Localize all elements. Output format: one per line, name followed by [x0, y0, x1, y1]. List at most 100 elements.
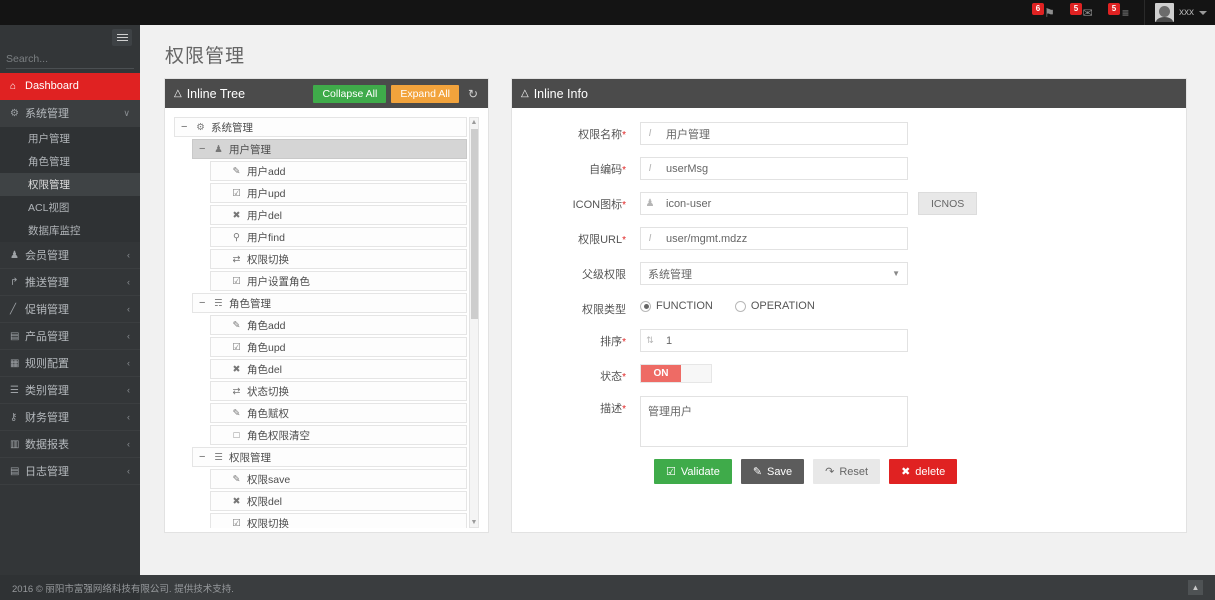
sidebar-item-8[interactable]: ⚷ 财务管理 ‹	[0, 404, 140, 431]
sidebar-item-10[interactable]: ▤ 日志管理 ‹	[0, 458, 140, 485]
search-input[interactable]	[6, 53, 140, 65]
sitemap-icon: △	[521, 88, 529, 99]
tree-node[interactable]: − ♟ 用户管理	[192, 139, 467, 159]
label-order: 排序*	[600, 336, 626, 348]
code-input[interactable]	[659, 157, 908, 180]
sidebar-search[interactable]: ⚲	[6, 53, 140, 69]
status-toggle-knob[interactable]	[681, 365, 711, 382]
input-group-name: I	[640, 122, 908, 145]
tree-scrollbar[interactable]: ▲ ▼	[469, 117, 479, 528]
tree-node[interactable]: ✖ 用户del	[210, 205, 467, 225]
url-input[interactable]	[659, 227, 908, 250]
tree-node[interactable]: ⇄ 状态切换	[210, 381, 467, 401]
tree-node[interactable]: ☑ 权限切换	[210, 513, 467, 528]
tree-node[interactable]: ✖ 权限del	[210, 491, 467, 511]
field-row-type: 权限类型 FUNCTION OPERATION	[530, 297, 1168, 317]
exchange-icon: ⇄	[232, 385, 241, 397]
hamburger-icon[interactable]	[112, 29, 132, 46]
edit-icon: ☑	[232, 517, 241, 529]
tree-node[interactable]: ☑ 角色upd	[210, 337, 467, 357]
sidebar-item-0[interactable]: ⌂ Dashboard	[0, 73, 140, 100]
chevron-down-icon: ▼	[892, 269, 900, 278]
sidebar-item-1[interactable]: ⚙ 系统管理 ∨	[0, 100, 140, 127]
tree-node[interactable]: − ☴ 角色管理	[192, 293, 467, 313]
icons-picker-button[interactable]: ICNOS	[918, 192, 978, 215]
scrollbar-thumb[interactable]	[471, 129, 478, 319]
sidebar-item-9[interactable]: ▥ 数据报表 ‹	[0, 431, 140, 458]
edit-icon: ☑	[232, 187, 241, 199]
tree-node[interactable]: ☑ 用户设置角色	[210, 271, 467, 291]
parent-selected-value: 系统管理	[648, 268, 692, 281]
radio-operation[interactable]: OPERATION	[734, 300, 815, 312]
sidebar-subitem-label: 数据库监控	[28, 225, 81, 237]
sidebar-item-2[interactable]: ♟ 会员管理 ‹	[0, 242, 140, 269]
chevron-icon: ‹	[127, 277, 130, 287]
tree-toggle-icon[interactable]: −	[199, 297, 206, 309]
box-icon: ▤	[10, 330, 20, 342]
collapse-all-button[interactable]: Collapse All	[313, 84, 387, 103]
tree-node[interactable]: □ 角色权限清空	[210, 425, 467, 445]
tree-node[interactable]: ☑ 用户upd	[210, 183, 467, 203]
icon-input[interactable]	[659, 192, 908, 215]
sidebar-subitem-1[interactable]: 角色管理	[0, 150, 140, 173]
refresh-icon[interactable]: ↻	[463, 84, 482, 103]
close-icon: ✖	[901, 466, 911, 478]
sidebar-subitem-2[interactable]: 权限管理	[0, 173, 140, 196]
save-button[interactable]: ✎ Save	[740, 459, 805, 484]
check-icon: ☑	[666, 466, 676, 478]
order-input[interactable]	[659, 329, 908, 352]
tree-node[interactable]: ✎ 角色赋权	[210, 403, 467, 423]
sidebar-item-5[interactable]: ▤ 产品管理 ‹	[0, 323, 140, 350]
status-toggle[interactable]: ON	[640, 364, 712, 383]
required-marker: *	[622, 235, 626, 246]
tree-toggle-icon[interactable]: −	[181, 121, 188, 133]
sidebar-subitem-0[interactable]: 用户管理	[0, 127, 140, 150]
flag-icon-glyph: ⚑	[1044, 5, 1055, 20]
sidebar-subitem-3[interactable]: ACL视图	[0, 196, 140, 219]
label-type: 权限类型	[582, 304, 626, 316]
radio-function[interactable]: FUNCTION	[640, 300, 713, 312]
sidebar-subitem-4[interactable]: 数据库监控	[0, 219, 140, 242]
tasks-icon[interactable]: 5 ≡	[1108, 2, 1134, 22]
sidebar-item-7[interactable]: ☰ 类别管理 ‹	[0, 377, 140, 404]
tree-node[interactable]: ⇄ 权限切换	[210, 249, 467, 269]
parent-permission-select[interactable]: 系统管理 ▼	[640, 262, 908, 285]
tree-node[interactable]: ✎ 权限save	[210, 469, 467, 489]
label-url: 权限URL*	[578, 234, 626, 246]
tree-toggle-icon[interactable]: −	[199, 143, 206, 155]
tree-node[interactable]: ✖ 角色del	[210, 359, 467, 379]
field-row-order: 排序* ⇅	[530, 329, 1168, 352]
expand-all-button[interactable]: Expand All	[391, 84, 459, 103]
sidebar-item-6[interactable]: ▦ 规则配置 ‹	[0, 350, 140, 377]
sitemap-icon: ☴	[214, 297, 223, 309]
tree-node[interactable]: ⚲ 用户find	[210, 227, 467, 247]
tree-node[interactable]: ✎ 角色add	[210, 315, 467, 335]
validate-button[interactable]: ☑ Validate	[654, 459, 732, 484]
envelope-icon[interactable]: 5 ✉	[1070, 2, 1096, 22]
sidebar-item-3[interactable]: ↱ 推送管理 ‹	[0, 269, 140, 296]
sidebar-item-label: 规则配置	[25, 358, 69, 370]
user-menu[interactable]: xxx	[1144, 0, 1215, 25]
reset-button[interactable]: ↷ Reset	[813, 459, 881, 484]
button-label: Validate	[680, 465, 720, 478]
sidebar-item-label: 数据报表	[25, 439, 69, 451]
scroll-up-icon[interactable]: ▲	[470, 119, 478, 126]
radio-dot-icon[interactable]	[640, 300, 651, 312]
sidebar-item-4[interactable]: ╱ 促销管理 ‹	[0, 296, 140, 323]
go-top-button[interactable]: ▲	[1188, 580, 1203, 595]
tree-node[interactable]: ✎ 用户add	[210, 161, 467, 181]
flag-icon[interactable]: 6 ⚑	[1032, 2, 1058, 22]
tree-node[interactable]: − ☰ 权限管理	[192, 447, 467, 467]
scroll-down-icon[interactable]: ▼	[470, 519, 478, 526]
tree-node[interactable]: − ⚙ 系统管理	[174, 117, 467, 137]
notification-badge: 5	[1070, 2, 1082, 15]
delete-button[interactable]: ✖ delete	[889, 459, 958, 484]
radio-dot-icon[interactable]	[734, 300, 746, 312]
close-icon: ✖	[232, 495, 241, 507]
label-desc: 描述*	[600, 403, 626, 415]
menu-icon: ☰	[214, 451, 223, 463]
permission-name-input[interactable]	[659, 122, 908, 145]
notification-badge: 6	[1032, 2, 1044, 15]
description-textarea[interactable]: 管理用户	[640, 396, 908, 447]
tree-toggle-icon[interactable]: −	[199, 451, 206, 463]
